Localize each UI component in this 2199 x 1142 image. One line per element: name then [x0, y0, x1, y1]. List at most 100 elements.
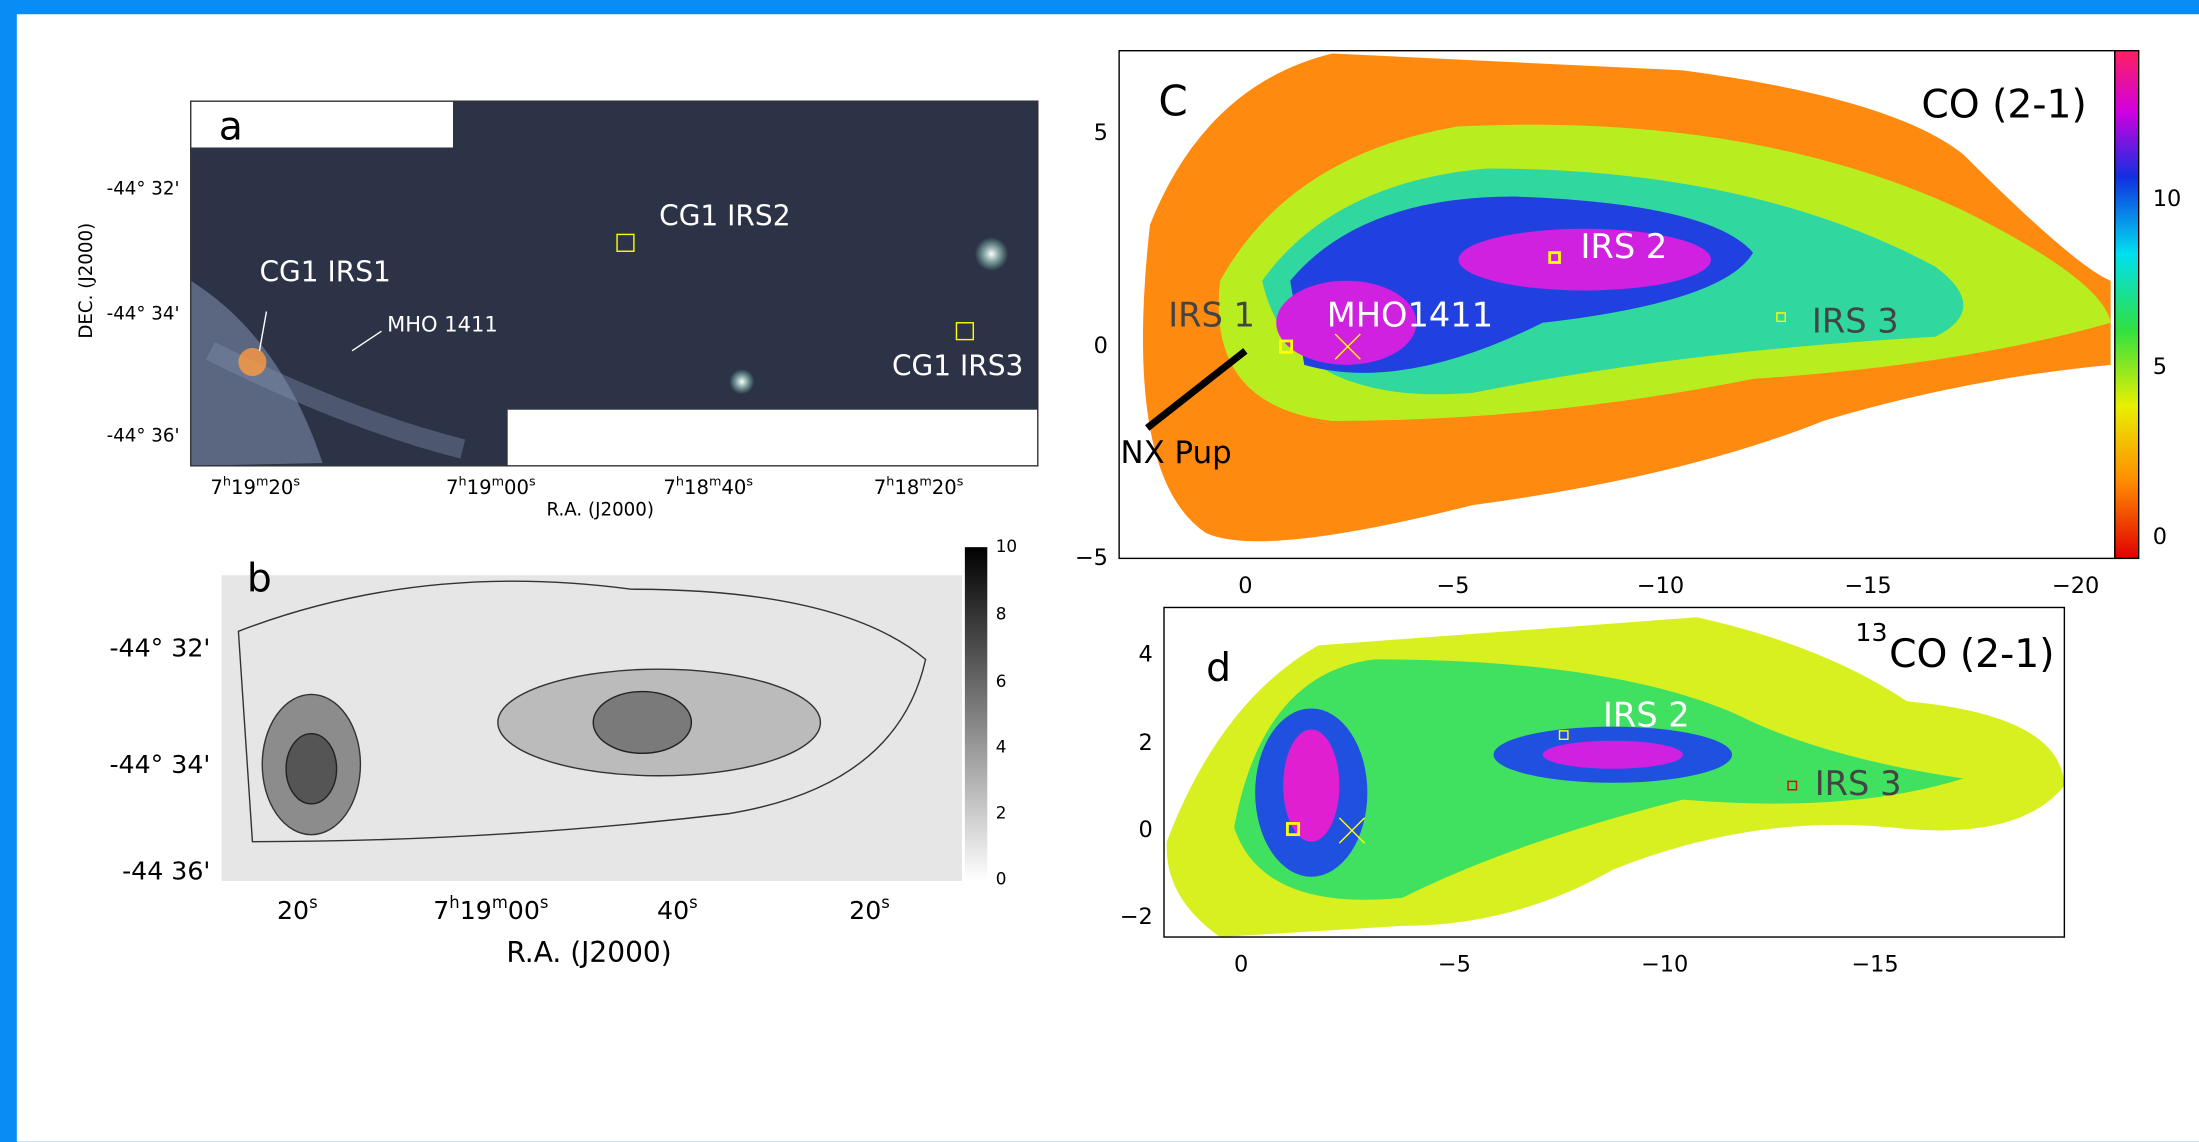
unit-superscript: h: [676, 474, 684, 489]
y-tick-label: −5: [1075, 545, 1108, 571]
tick-part: 19: [231, 476, 256, 499]
colorbar: [2115, 51, 2139, 559]
x-tick-label: −10: [1637, 573, 1684, 599]
x-tick-label: −15: [1844, 573, 1891, 599]
annotation: CG1 IRS3: [892, 350, 1023, 383]
colorbar-tick: 10: [996, 536, 1017, 556]
tick-part: 7: [446, 476, 459, 499]
tick-part: 19: [460, 896, 492, 925]
title-superscript: 13: [1855, 618, 1887, 647]
unit-superscript: s: [309, 892, 318, 911]
unit-superscript: h: [223, 474, 231, 489]
source: [238, 348, 266, 376]
star: [975, 237, 1009, 271]
tick-part: 7: [210, 476, 223, 499]
axis-label: DEC. (J2000): [76, 223, 97, 339]
figure: a CG1 IRS1 CG1 IRS2 CG1 IRS3 MHO 1411 DE…: [0, 0, 2199, 1142]
x-tick-label: −20: [2052, 573, 2099, 599]
title: CO (2-1): [1889, 632, 2055, 677]
unit-superscript: m: [256, 474, 268, 489]
unit-superscript: m: [492, 892, 508, 911]
annotation: IRS 2: [1581, 227, 1668, 266]
colorbar-tick: 0: [996, 869, 1007, 889]
y-tick-label: -44° 32': [109, 634, 210, 663]
panel-a: a CG1 IRS1 CG1 IRS2 CG1 IRS3 MHO 1411 DE…: [76, 101, 1038, 521]
panel-label: d: [1206, 646, 1231, 691]
tick-part: 20: [849, 896, 881, 925]
unit-superscript: s: [689, 892, 698, 911]
unit-superscript: m: [709, 474, 721, 489]
panel-label: b: [247, 556, 272, 601]
contour: [593, 692, 691, 754]
tick-part: 40: [657, 896, 689, 925]
colorbar: [965, 547, 987, 881]
tick-part: 7: [874, 476, 887, 499]
star: [729, 369, 754, 394]
annotation: NX Pup: [1121, 435, 1232, 471]
y-tick-label: -44 36': [122, 857, 210, 886]
unit-superscript: s: [529, 474, 536, 489]
y-tick-label: 0: [1139, 817, 1153, 843]
panel-label: C: [1158, 76, 1187, 125]
unit-superscript: s: [957, 474, 964, 489]
colorbar-tick: 2: [996, 803, 1007, 823]
unit-superscript: h: [886, 474, 894, 489]
unit-superscript: s: [881, 892, 890, 911]
y-tick-label: -44° 32': [107, 179, 180, 200]
y-tick-label: 2: [1139, 730, 1153, 756]
unit-superscript: h: [449, 892, 459, 911]
annotation: IRS 3: [1815, 764, 1902, 803]
y-tick-label: 0: [1094, 333, 1108, 359]
tick-part: 18: [684, 476, 709, 499]
unit-superscript: s: [293, 474, 300, 489]
unit-superscript: m: [919, 474, 931, 489]
unit-superscript: h: [459, 474, 467, 489]
annotation: IRS 2: [1603, 695, 1690, 734]
tick-part: 20: [277, 896, 309, 925]
annotation: MHO1411: [1327, 296, 1493, 335]
axis-label: R.A. (J2000): [546, 500, 653, 521]
unit-superscript: s: [540, 892, 549, 911]
unit-superscript: m: [492, 474, 504, 489]
tick-part: 19: [467, 476, 492, 499]
annotation: IRS 1: [1168, 296, 1255, 335]
tick-part: 20: [268, 476, 293, 499]
y-tick-label: -44° 34': [109, 750, 210, 779]
annotation: CG1 IRS2: [659, 200, 790, 233]
x-tick-label: 0: [1234, 952, 1248, 978]
annotation: MHO 1411: [387, 312, 498, 337]
axis-label: R.A. (J2000): [506, 936, 671, 969]
unit-superscript: s: [746, 474, 753, 489]
tick-part: 00: [508, 896, 540, 925]
tick-part: 7: [433, 896, 449, 925]
colorbar-tick: 0: [2153, 524, 2167, 550]
colorbar-tick: 10: [2153, 186, 2182, 212]
y-tick-label: -44° 36': [107, 425, 180, 446]
y-tick-label: -44° 34': [107, 303, 180, 324]
annotation: IRS 3: [1812, 301, 1899, 340]
colorbar-tick: 4: [996, 737, 1007, 757]
y-tick-label: 5: [1094, 120, 1108, 146]
x-tick-label: −5: [1436, 573, 1469, 599]
panel-label: a: [219, 105, 243, 150]
colorbar-tick: 5: [2153, 354, 2167, 380]
annotation: CG1 IRS1: [259, 256, 390, 289]
map: [1543, 741, 1683, 769]
tick-part: 40: [721, 476, 746, 499]
colorbar-tick: 8: [996, 603, 1007, 623]
x-tick-label: −10: [1641, 952, 1688, 978]
x-tick-label: −5: [1438, 952, 1471, 978]
colorbar-tick: 6: [996, 671, 1007, 691]
tick-part: 7: [663, 476, 676, 499]
tick-part: 18: [894, 476, 919, 499]
tick-part: 00: [504, 476, 529, 499]
blank: [222, 547, 962, 575]
tick-part: 20: [932, 476, 957, 499]
x-tick-label: −15: [1851, 952, 1898, 978]
x-tick-label: 0: [1238, 573, 1252, 599]
y-tick-label: −2: [1120, 904, 1153, 930]
contour: [286, 734, 336, 804]
y-tick-label: 4: [1139, 642, 1153, 668]
mask: [508, 410, 1038, 466]
title: CO (2-1): [1921, 82, 2087, 127]
